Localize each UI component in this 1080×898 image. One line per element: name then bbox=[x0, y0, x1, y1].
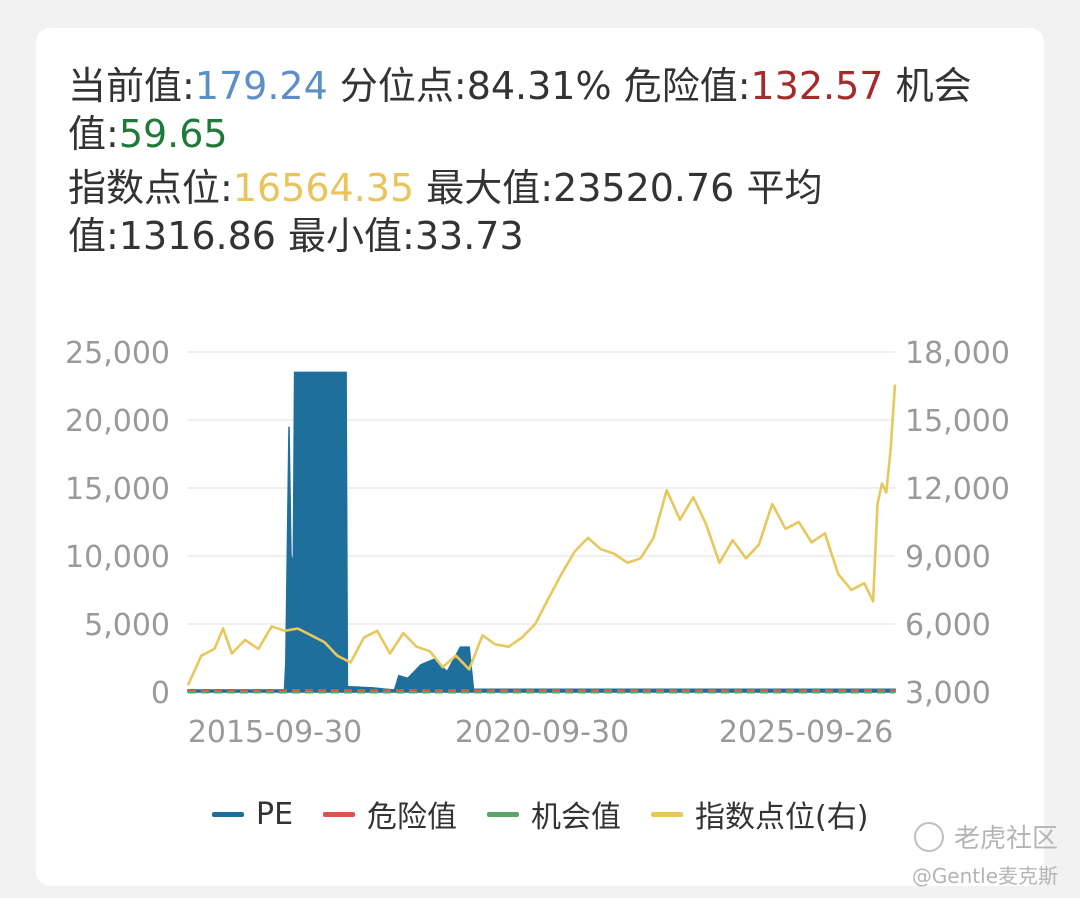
index-line-2: 值:1316.86 最小值:33.73 bbox=[68, 212, 998, 260]
x-tick-label: 2020-09-30 bbox=[455, 715, 629, 750]
min-value: 33.73 bbox=[414, 214, 524, 258]
y-left-tick-label: 5,000 bbox=[84, 608, 170, 643]
legend-label: PE bbox=[256, 796, 294, 832]
y-right-tick-label: 12,000 bbox=[905, 472, 1010, 507]
legend-label: 危险值 bbox=[367, 800, 458, 835]
tiger-logo-icon bbox=[913, 821, 944, 852]
watermark-author: @Gentle麦克斯 bbox=[911, 864, 1058, 888]
index-stats: 指数点位:16564.35 最大值:23520.76 平均 值:1316.86 … bbox=[68, 164, 998, 260]
min-label: 最小值: bbox=[288, 214, 415, 258]
legend-item[interactable]: 机会值 bbox=[487, 792, 621, 836]
chart-legend: PE 危险值 机会值 指数点位(右) bbox=[212, 792, 898, 836]
current-label: 当前值: bbox=[68, 64, 195, 108]
percentile-label: 分位点: bbox=[339, 64, 467, 108]
index-value: 16564.35 bbox=[232, 166, 415, 210]
y-right-tick-label: 6,000 bbox=[905, 608, 991, 643]
legend-swatch bbox=[651, 811, 684, 817]
pe-index-chart: 0 3,000 5,000 6,000 10,000 9,000 15,000 12,000 2… bbox=[65, 336, 1010, 750]
avg-value: 1316.86 bbox=[118, 214, 276, 258]
percentile-value: 84.31% bbox=[466, 64, 612, 108]
x-tick-label: 2025-09-26 bbox=[719, 715, 893, 750]
y-right-tick-label: 3,000 bbox=[905, 676, 991, 711]
x-tick-label: 2015-09-30 bbox=[188, 715, 362, 750]
avg-label-part1: 平均 bbox=[746, 166, 823, 210]
watermark-brand-text: 老虎社区 bbox=[953, 824, 1058, 854]
legend-swatch bbox=[323, 811, 356, 817]
legend-item[interactable]: 危险值 bbox=[323, 792, 457, 836]
valuation-line-1: 当前值:179.24 分位点:84.31% 危险值:132.57 机会 bbox=[68, 62, 998, 110]
max-label: 最大值: bbox=[426, 166, 554, 210]
legend-item[interactable]: PE bbox=[212, 797, 293, 832]
valuation-line-2: 值:59.65 bbox=[68, 110, 998, 158]
stats-panel: 当前值:179.24 分位点:84.31% 危险值:132.57 机会 值:59… bbox=[68, 62, 998, 260]
legend-swatch bbox=[212, 811, 244, 817]
opportunity-label-part1: 机会 bbox=[895, 64, 972, 108]
chart-card bbox=[36, 28, 1044, 886]
legend-swatch bbox=[487, 811, 520, 817]
y-right-tick-label: 18,000 bbox=[905, 336, 1010, 371]
current-value: 179.24 bbox=[194, 64, 328, 108]
avg-label-part2: 值: bbox=[68, 214, 119, 258]
max-value: 23520.76 bbox=[553, 166, 735, 210]
y-left-tick-label: 0 bbox=[151, 676, 170, 711]
y-left-tick-label: 20,000 bbox=[65, 404, 170, 439]
y-left-tick-label: 10,000 bbox=[65, 540, 170, 575]
y-left-tick-label: 25,000 bbox=[65, 336, 170, 371]
y-left-tick-label: 15,000 bbox=[65, 472, 170, 507]
legend-label: 指数点位(右) bbox=[695, 800, 869, 835]
legend-label: 机会值 bbox=[531, 800, 622, 835]
y-right-tick-label: 9,000 bbox=[905, 540, 991, 575]
series-index-line bbox=[186, 384, 897, 686]
danger-value: 132.57 bbox=[750, 64, 884, 108]
danger-label: 危险值: bbox=[623, 64, 751, 108]
watermark-brand: 老虎社区 bbox=[913, 818, 1058, 855]
index-label: 指数点位: bbox=[68, 166, 233, 210]
opportunity-value: 59.65 bbox=[118, 112, 228, 156]
index-line-1: 指数点位:16564.35 最大值:23520.76 平均 bbox=[68, 164, 998, 212]
opportunity-label-part2: 值: bbox=[68, 112, 119, 156]
legend-item[interactable]: 指数点位(右) bbox=[651, 792, 868, 836]
y-right-tick-label: 15,000 bbox=[905, 404, 1010, 439]
valuation-stats: 当前值:179.24 分位点:84.31% 危险值:132.57 机会 值:59… bbox=[68, 62, 998, 158]
